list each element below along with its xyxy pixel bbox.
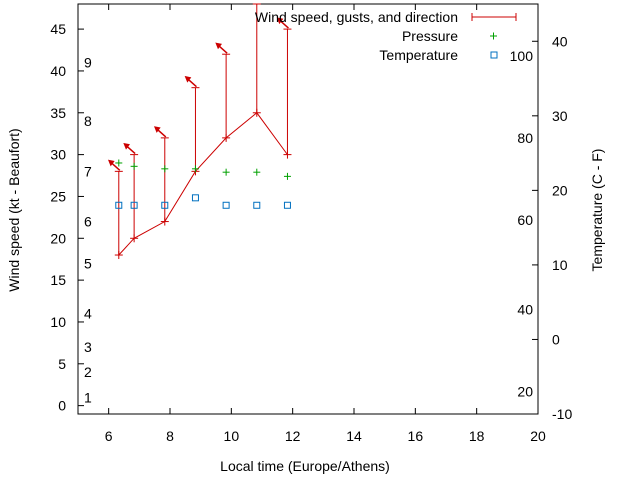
wind-direction-arrow bbox=[123, 142, 136, 155]
x-axis-ticks: 6 8 10 12 14 16 18 20 bbox=[105, 4, 546, 444]
pressure-point bbox=[222, 168, 230, 176]
x-tick-label: 16 bbox=[408, 428, 424, 444]
wind-direction-head bbox=[276, 17, 284, 25]
wind-direction-arrow bbox=[153, 126, 167, 138]
y-tick-label: 15 bbox=[50, 272, 66, 288]
fahrenheit-label: 40 bbox=[517, 302, 533, 318]
y2-tick-label: 20 bbox=[552, 182, 568, 198]
pressure-point bbox=[191, 165, 199, 173]
y-axis-title: Wind speed (kt - Beaufort) bbox=[6, 128, 22, 291]
legend-square bbox=[490, 51, 498, 59]
wind-direction-arrow bbox=[107, 159, 121, 171]
pressure-point bbox=[161, 165, 169, 173]
pressure-point bbox=[130, 162, 138, 170]
wind-direction-head bbox=[107, 159, 115, 167]
plot-border bbox=[77, 3, 539, 415]
fahrenheit-label: 100 bbox=[510, 48, 534, 64]
pressure-point bbox=[115, 159, 123, 167]
wind-direction-head bbox=[215, 42, 222, 50]
wind-direction-head bbox=[184, 76, 192, 83]
beaufort-label: 2 bbox=[84, 364, 92, 380]
beaufort-label: 6 bbox=[84, 214, 92, 230]
y2-tick-label: -10 bbox=[552, 406, 572, 422]
temperature-point bbox=[191, 194, 199, 202]
wind-speed-line bbox=[118, 112, 288, 256]
y-tick-label: 30 bbox=[50, 147, 66, 163]
legend-entry-sample bbox=[471, 13, 517, 21]
temperature-point bbox=[222, 201, 230, 209]
y-tick-label: 35 bbox=[50, 105, 66, 121]
legend-entry-label: Wind speed, gusts, and direction bbox=[255, 9, 458, 25]
legend: Wind speed, gusts, and direction Pressure… bbox=[255, 9, 517, 63]
x-tick-label: 12 bbox=[285, 428, 301, 444]
y-tick-label: 5 bbox=[58, 356, 66, 372]
y2-tick-label: 40 bbox=[552, 33, 568, 49]
x-tick-label: 20 bbox=[530, 428, 546, 444]
wind-direction-head bbox=[123, 142, 130, 150]
wind-direction-arrow bbox=[215, 42, 228, 54]
wind-direction-head bbox=[153, 126, 161, 133]
x-tick-label: 18 bbox=[469, 428, 485, 444]
temperature-point bbox=[283, 201, 291, 209]
x-tick-label: 10 bbox=[224, 428, 240, 444]
y-tick-label: 25 bbox=[50, 188, 66, 204]
fahrenheit-label: 80 bbox=[517, 130, 533, 146]
pressure-point bbox=[283, 172, 291, 180]
temperature-point bbox=[115, 201, 123, 209]
y-tick-label: 10 bbox=[50, 314, 66, 330]
x-tick-label: 8 bbox=[166, 428, 174, 444]
beaufort-label: 9 bbox=[84, 55, 92, 71]
y-tick-label: 45 bbox=[50, 21, 66, 37]
temperature-point bbox=[130, 201, 138, 209]
y2-tick-label: 0 bbox=[552, 331, 560, 347]
beaufort-label: 8 bbox=[84, 113, 92, 129]
legend-entry-label: Pressure bbox=[402, 28, 458, 44]
temperature-point bbox=[161, 201, 169, 209]
wind-direction-arrow bbox=[276, 17, 289, 29]
inner-scale-labels: 1 2 3 4 5 6 7 8 9 20 40 60 80 100 bbox=[84, 48, 533, 405]
x-tick-label: 6 bbox=[105, 428, 113, 444]
temperature-point bbox=[253, 201, 261, 209]
y-axis-ticks: 0 5 10 15 20 25 30 35 40 45 bbox=[50, 21, 84, 414]
beaufort-label: 4 bbox=[84, 306, 92, 322]
y2-axis-ticks: -10 0 10 20 30 40 bbox=[532, 33, 572, 422]
fahrenheit-label: 60 bbox=[517, 212, 533, 228]
y-tick-label: 40 bbox=[50, 63, 66, 79]
fahrenheit-label: 20 bbox=[517, 384, 533, 400]
series-layer bbox=[107, 3, 292, 260]
beaufort-label: 3 bbox=[84, 339, 92, 355]
wind-direction-arrow bbox=[184, 76, 197, 88]
beaufort-label: 5 bbox=[84, 255, 92, 271]
y-tick-label: 20 bbox=[50, 230, 66, 246]
beaufort-label: 7 bbox=[84, 163, 92, 179]
y-tick-label: 0 bbox=[58, 398, 66, 414]
x-tick-label: 14 bbox=[346, 428, 362, 444]
plot-frame bbox=[77, 3, 539, 415]
beaufort-label: 1 bbox=[84, 389, 92, 405]
y2-tick-label: 30 bbox=[552, 108, 568, 124]
legend-entry-sample bbox=[490, 51, 498, 59]
legend-entry-sample bbox=[490, 32, 497, 40]
x-axis-title: Local time (Europe/Athens) bbox=[220, 458, 390, 474]
y2-tick-label: 10 bbox=[552, 257, 568, 273]
legend-entry-label: Temperature bbox=[379, 47, 458, 63]
y2-axis-title: Temperature (C - F) bbox=[589, 149, 605, 272]
pressure-point bbox=[253, 168, 261, 176]
